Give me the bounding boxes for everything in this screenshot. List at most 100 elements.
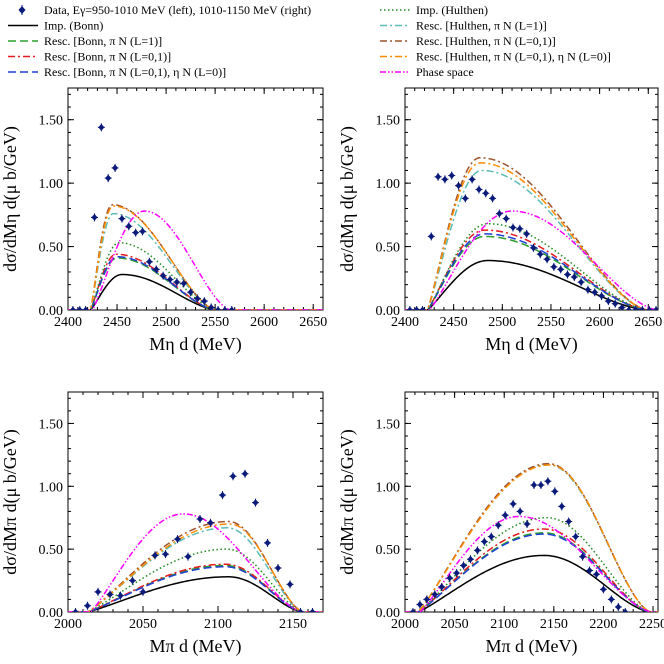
data-point: [509, 223, 517, 232]
data-point-marker: [618, 303, 625, 310]
y-tick-label: 1.00: [376, 480, 401, 495]
legend-label-imp_bonn: Imp. (Bonn): [44, 19, 103, 33]
data-point: [438, 582, 446, 591]
y-tick-label: 1.00: [39, 480, 64, 495]
data-point-marker: [605, 297, 612, 305]
data-point: [423, 595, 431, 604]
data-points: [72, 469, 316, 612]
data-point-marker: [537, 250, 544, 258]
curve-imp_bonn: [68, 576, 323, 612]
data-point-marker: [510, 224, 517, 232]
data-point-marker: [132, 229, 139, 237]
data-point: [76, 306, 84, 310]
x-axis-label: Mη d (MeV): [485, 334, 577, 355]
data-point: [111, 163, 119, 172]
data-point: [297, 608, 304, 612]
data-point-marker: [215, 306, 222, 310]
data-point-marker: [517, 507, 524, 515]
data-point-marker: [409, 608, 416, 612]
y-tick-label: 1.50: [376, 114, 401, 129]
data-point: [598, 292, 606, 301]
data-point-marker: [82, 306, 89, 310]
data-points: [406, 171, 658, 310]
data-point-marker: [413, 306, 420, 310]
x-tick-label: 2600: [250, 315, 278, 330]
data-point-marker: [252, 499, 259, 507]
data-point: [207, 303, 215, 310]
data-point-marker: [107, 590, 113, 598]
data-point: [509, 499, 517, 508]
x-tick-label: 2450: [103, 315, 131, 330]
panels: 2400 2450 2500 2550 2600 2650 0.00 0.50 1.00 1.50…: [0, 87, 664, 657]
data-point: [530, 481, 538, 490]
data-point: [286, 580, 294, 589]
curve-resc_hulthen_L01: [68, 203, 323, 310]
curve-resc_hulthen_L01_eta: [405, 162, 658, 310]
legend: Data, Eγ=950-1010 MeV (left), 1010-1150 …: [8, 3, 611, 79]
data-point: [579, 552, 587, 561]
data-point: [489, 194, 497, 203]
data-point-marker: [523, 230, 530, 238]
data-point-marker: [632, 306, 639, 310]
y-tick-label: 0.00: [39, 304, 64, 319]
data-point-marker: [187, 288, 194, 296]
data-point: [132, 228, 140, 237]
data-point: [72, 608, 79, 612]
data-point: [453, 569, 461, 578]
data-point-marker: [201, 297, 208, 305]
data-point-marker: [615, 603, 622, 611]
data-point-marker: [297, 608, 304, 612]
data-point: [487, 532, 495, 541]
curve-imp_hulthen: [68, 548, 323, 612]
data-point-marker: [416, 600, 423, 608]
y-tick-label: 1.00: [39, 177, 64, 192]
data-point: [495, 209, 503, 218]
data-point-marker: [503, 215, 510, 223]
x-tick-label: 2100: [490, 617, 518, 632]
data-point: [274, 564, 282, 572]
data-point-marker: [438, 583, 445, 591]
data-point: [117, 591, 124, 600]
curve-resc_bonn_L01_eta: [68, 565, 323, 612]
data-point: [184, 552, 192, 561]
data-point-marker: [564, 270, 571, 278]
data-point-marker: [208, 303, 215, 310]
data-point-marker: [76, 306, 83, 310]
x-tick-label: 2050: [129, 617, 157, 632]
data-point-marker: [423, 595, 430, 603]
data-point-marker: [467, 555, 474, 563]
data-point: [565, 517, 573, 526]
curve-resc_hulthen_L01_eta: [68, 205, 323, 310]
data-point-marker: [537, 481, 544, 489]
data-point-marker: [544, 255, 551, 263]
data-point: [480, 537, 488, 546]
curve-imp_hulthen: [68, 242, 323, 310]
data-point-marker: [95, 588, 101, 596]
x-tick-label: 2450: [440, 315, 468, 330]
panel-top-left: 2400 2450 2500 2550 2600 2650 0.00 0.50 1.00 1.50…: [0, 87, 327, 355]
curve-resc_bonn_L01: [68, 563, 323, 612]
data-point: [166, 275, 174, 284]
x-tick-label: 2400: [391, 315, 419, 330]
data-points: [409, 477, 629, 612]
y-tick-label: 0.50: [376, 241, 401, 256]
curve-resc_bonn_L01: [405, 229, 658, 310]
data-point: [570, 273, 578, 282]
y-tick-label: 0.50: [39, 241, 64, 256]
y-tick-label: 1.50: [39, 114, 64, 129]
curves: [405, 157, 658, 310]
data-point: [572, 532, 580, 541]
curve-resc_hulthen_L01: [405, 157, 658, 310]
data-point: [427, 232, 435, 241]
data-point-marker: [129, 577, 136, 585]
curve-resc_hulthen_L1: [405, 169, 658, 310]
data-point: [228, 306, 236, 310]
panel-top-right: 2400 2450 2500 2550 2600 2650 0.00 0.50 1.00 1.50…: [337, 87, 662, 355]
legend-label-resc_hulthen_L1: Resc. [Hulthen, π N (L=1)]: [416, 19, 547, 33]
data-point: [501, 511, 509, 520]
data-point: [193, 294, 201, 303]
x-tick-label: 2650: [634, 315, 662, 330]
data-point-marker: [571, 273, 578, 281]
data-point: [592, 570, 600, 579]
data-point: [214, 306, 222, 310]
